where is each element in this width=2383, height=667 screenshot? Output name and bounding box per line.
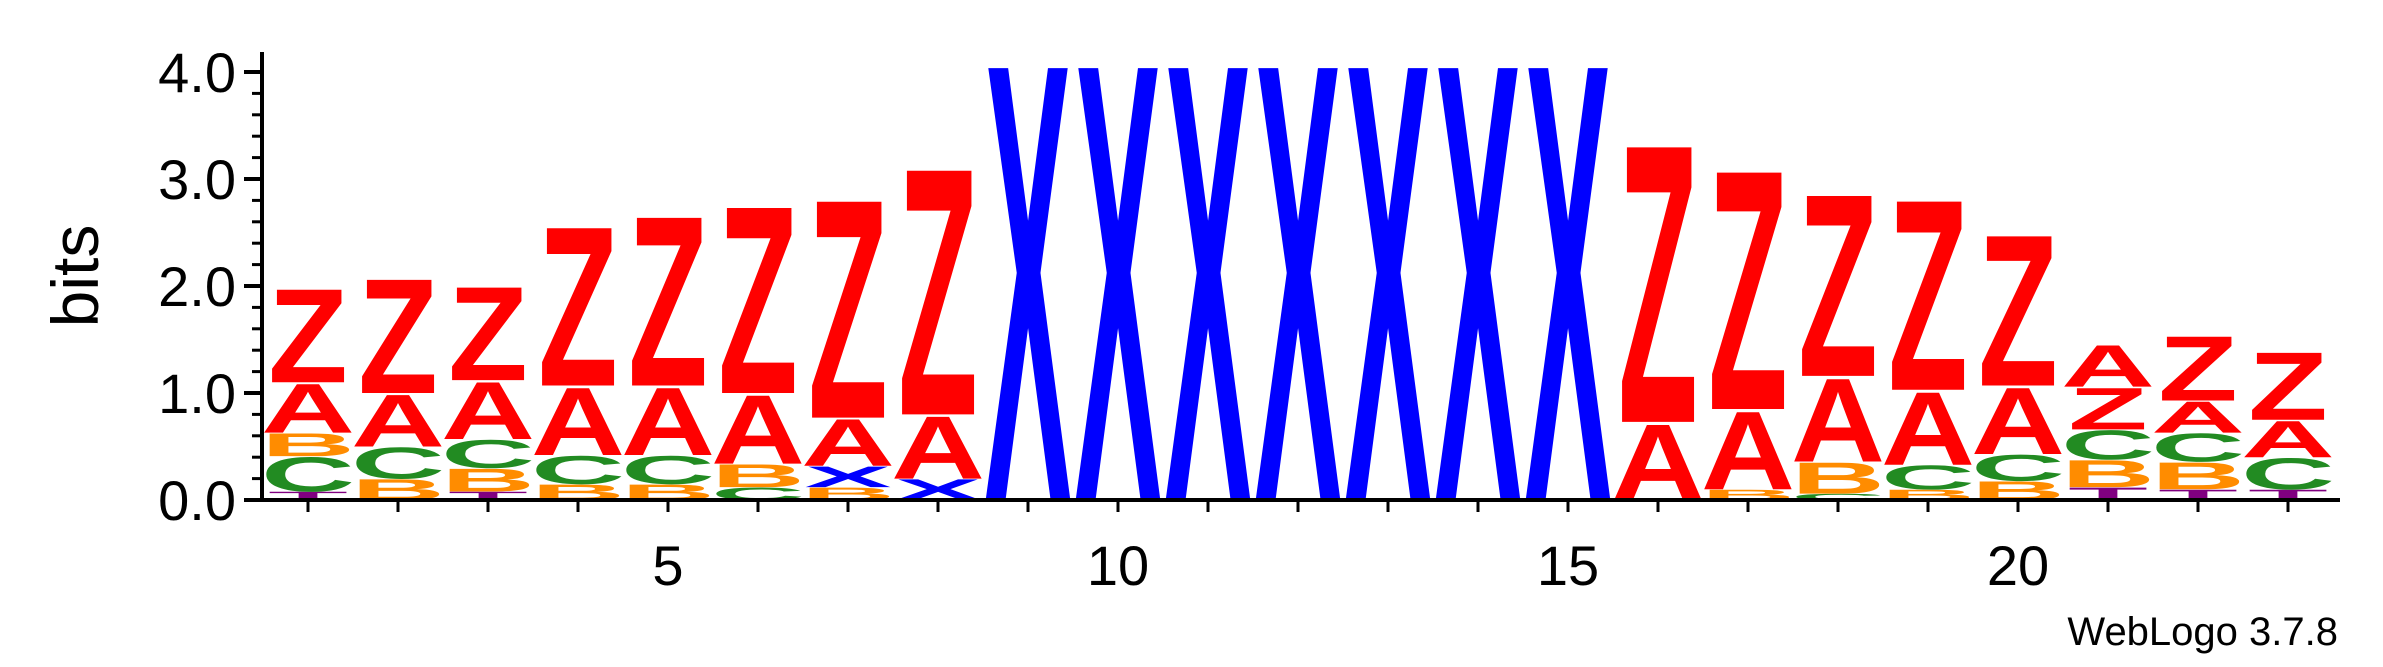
logo-letter-x: X	[1525, 0, 1613, 634]
y-ticks: 0.0 1.0 2.0 3.0 4.0	[158, 41, 262, 532]
logo-letter-b: B	[2061, 452, 2155, 495]
x-ticks: 5 10 15 20	[306, 500, 2290, 597]
logo-letter-z: Z	[358, 246, 438, 429]
logo-letter-b: B	[1701, 486, 1795, 503]
logo-letter-z: Z	[1978, 189, 2058, 431]
logo-letter-a: A	[2061, 333, 2155, 400]
logo-letter-b: B	[1791, 453, 1885, 503]
logo-letter-b: B	[261, 427, 355, 464]
logo-letter-c: C	[2151, 426, 2245, 471]
logo-letter-z: Z	[898, 93, 978, 490]
logo-letter-x: X	[1435, 0, 1523, 634]
logo-letter-c: C	[711, 484, 805, 504]
logo-letter-a: A	[2151, 392, 2245, 442]
logo-letter-z: Z	[1618, 60, 1698, 506]
logo-letter-a: A	[351, 379, 445, 463]
logo-letter-t: T	[2158, 486, 2238, 503]
y-tick-label: 4.0	[158, 41, 236, 104]
logo-letter-t: T	[2068, 484, 2148, 504]
logo-letter-a: A	[1971, 369, 2065, 475]
axes	[260, 52, 2340, 502]
logo-letter-c: C	[621, 448, 715, 493]
logo-letter-c: C	[531, 448, 625, 493]
logo-letter-z: Z	[2158, 317, 2238, 420]
logo-letter-x: X	[1255, 0, 1343, 634]
logo-letter-a: A	[261, 370, 355, 449]
logo-letter-z: Z	[448, 259, 528, 409]
logo-letter-c: C	[1881, 459, 1975, 497]
logo-letter-a: A	[711, 375, 805, 485]
logo-letter-z: Z	[268, 261, 348, 411]
logo-letter-z: Z	[1888, 143, 1968, 448]
logo-letter-x: X	[1165, 0, 1253, 634]
logo-letter-t: T	[2248, 486, 2328, 503]
logo-letter-z: Z	[2248, 333, 2328, 441]
logo-letter-z: Z	[538, 180, 618, 434]
logo-letter-x: X	[985, 0, 1073, 634]
x-tick-label: 20	[1987, 534, 2049, 597]
y-axis-label: bits	[38, 225, 112, 328]
x-tick-label: 10	[1087, 534, 1149, 597]
logo-letter-a: A	[621, 368, 715, 476]
logo-letter-x: X	[895, 473, 982, 507]
logo-letter-a: A	[1611, 402, 1705, 524]
logo-letter-c: C	[2061, 421, 2155, 468]
logo-letter-a: A	[1701, 388, 1795, 513]
logo-letter-b: B	[1971, 476, 2065, 506]
logo-letter-a: A	[801, 405, 895, 480]
logo-letter-z: Z	[808, 133, 888, 484]
logo-letter-a: A	[1791, 354, 1885, 487]
logo-letter-z: Z	[2068, 376, 2148, 443]
y-tick-label: 0.0	[158, 469, 236, 532]
y-tick-label: 2.0	[158, 255, 236, 318]
logo-letter-a: A	[1881, 371, 1975, 488]
logo-letter-b: B	[351, 473, 445, 507]
logo-letter-b: B	[711, 458, 805, 495]
logo-letter-t: T	[268, 489, 348, 502]
y-tick-label: 3.0	[158, 148, 236, 211]
logo-letter-c: C	[351, 438, 445, 488]
logo-letter-b: B	[801, 484, 895, 504]
logo-letter-b: B	[1881, 486, 1975, 503]
logo-letter-z: Z	[1708, 100, 1788, 483]
logo-letter-a: A	[441, 365, 535, 457]
logo-letter-a: A	[2241, 410, 2335, 468]
logo-letter-c: C	[1971, 447, 2065, 489]
logo-letter-b: B	[621, 480, 715, 505]
y-tick-label: 1.0	[158, 362, 236, 425]
logo-letter-a: A	[531, 368, 625, 476]
logo-letter-x: X	[1075, 0, 1163, 634]
logo-letter-x: X	[1345, 0, 1433, 634]
logo-letter-z: Z	[718, 150, 798, 450]
logo-letter-x: X	[805, 460, 892, 494]
x-tick-label: 15	[1537, 534, 1599, 597]
logo-letter-c: C	[441, 432, 535, 477]
footer-version: WebLogo 3.7.8	[2067, 610, 2338, 654]
logo-letter-a: A	[891, 398, 985, 498]
logo-letter-c: C	[261, 447, 355, 502]
logo-letter-c: C	[2241, 449, 2335, 499]
logo-letter-t: T	[448, 489, 528, 502]
logo-letter-z: Z	[1798, 139, 1878, 431]
logo-letter-b: B	[2151, 455, 2245, 498]
logo-letter-z: Z	[628, 166, 708, 438]
logo-letter-b: B	[531, 480, 625, 505]
logo-letter-c: C	[1791, 492, 1885, 502]
logo-letter-b: B	[441, 462, 535, 499]
x-tick-label: 5	[652, 534, 683, 597]
